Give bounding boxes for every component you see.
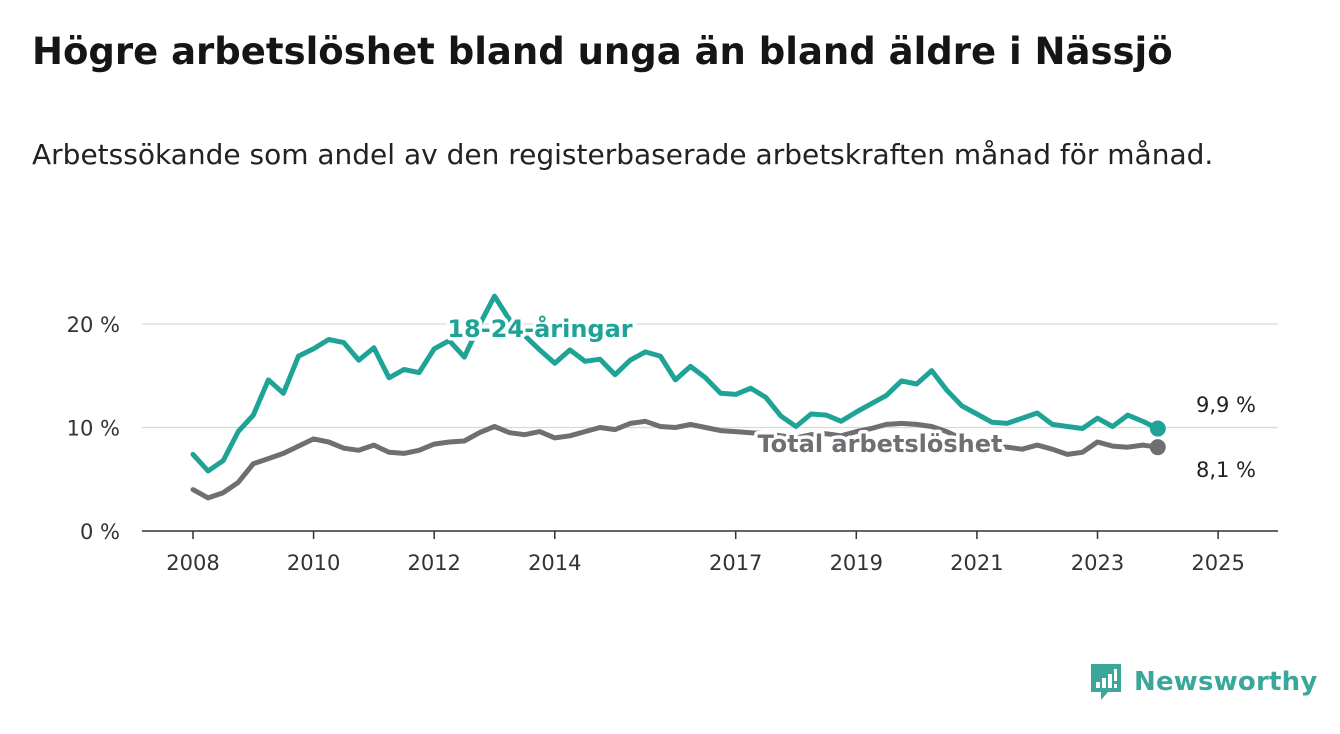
y-tick-label: 10 % xyxy=(67,417,120,441)
x-tick-label: 2014 xyxy=(528,551,581,575)
x-tick-label: 2019 xyxy=(830,551,883,575)
newsworthy-logo-icon xyxy=(1091,664,1121,700)
series-line-youth xyxy=(190,293,1161,474)
x-tick-label: 2008 xyxy=(166,551,219,575)
y-tick-label: 0 % xyxy=(80,520,120,544)
series-labels: 18-24-åringar Total arbetslöshet 9,9 % 8,1 … xyxy=(444,311,1259,485)
x-axis-ticks: 2008 2010 2012 2014 2017 2019 2021 2023 2025 xyxy=(166,531,1245,575)
x-tick-label: 2023 xyxy=(1071,551,1124,575)
series-label-youth: 18-24-åringar xyxy=(447,314,632,343)
end-point-total xyxy=(1149,439,1166,456)
x-tick-label: 2025 xyxy=(1191,551,1244,575)
series-line-total xyxy=(190,418,1161,501)
newsworthy-brand[interactable]: Newsworthy xyxy=(1088,660,1317,704)
end-label-youth: 9,9 % xyxy=(1196,393,1256,417)
chart-title: Högre arbetslöshet bland unga än bland ä… xyxy=(32,30,1173,73)
x-tick-label: 2012 xyxy=(407,551,460,575)
end-label-total: 8,1 % xyxy=(1196,458,1256,482)
x-tick-label: 2017 xyxy=(709,551,762,575)
y-axis-ticks: 0 % 10 % 20 % xyxy=(67,313,120,544)
series-lines xyxy=(190,293,1166,501)
brand-name: Newsworthy xyxy=(1134,667,1318,697)
series-label-total: Total arbetslöshet xyxy=(757,430,1002,458)
chart-subtitle: Arbetssökande som andel av den registerb… xyxy=(32,138,1214,171)
x-tick-label: 2021 xyxy=(950,551,1003,575)
end-point-youth xyxy=(1149,420,1166,437)
y-tick-label: 20 % xyxy=(67,313,120,337)
x-tick-label: 2010 xyxy=(287,551,340,575)
